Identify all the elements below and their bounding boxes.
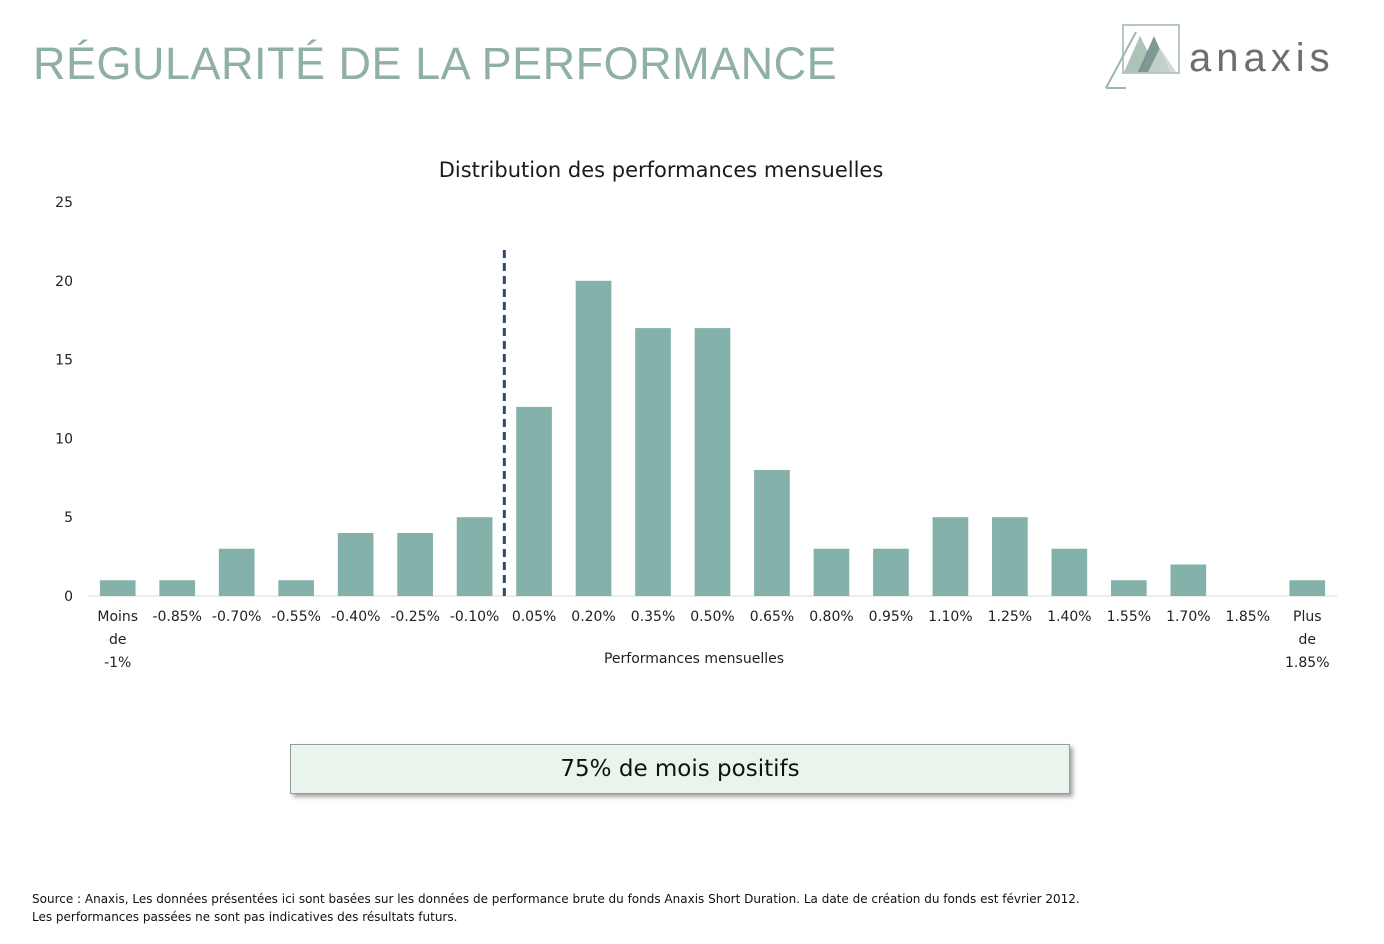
- bar: [635, 328, 671, 596]
- x-tick-label: -0.55%: [271, 609, 321, 625]
- x-tick-label: -0.10%: [450, 609, 500, 625]
- x-tick-label-line: de: [1299, 632, 1317, 648]
- footnote-source: Source : Anaxis, Les données présentées …: [32, 892, 1080, 906]
- x-tick-label: -0.40%: [331, 609, 381, 625]
- bar: [337, 532, 374, 596]
- footnote-disclaimer: Les performances passées ne sont pas ind…: [32, 910, 458, 924]
- x-tick-label: 1.10%: [928, 609, 972, 625]
- bars: [99, 280, 1326, 596]
- bar: [1289, 580, 1326, 596]
- x-tick-label: 1.70%: [1166, 609, 1210, 625]
- chart-title: Distribution des performances mensuelles: [439, 158, 884, 182]
- distribution-chart: Distribution des performances mensuelles…: [55, 158, 1337, 671]
- page-title: RÉGULARITÉ DE LA PERFORMANCE: [33, 38, 838, 89]
- x-tick-label-line: 1.85%: [1285, 655, 1329, 671]
- x-tick-label-line: -1%: [104, 655, 131, 671]
- x-tick-label: 1.40%: [1047, 609, 1091, 625]
- x-tick-label: 1.85%: [1226, 609, 1270, 625]
- bar: [516, 406, 552, 596]
- x-tick-label: -0.85%: [152, 609, 202, 625]
- y-tick-label: 25: [55, 195, 73, 211]
- x-tick-label: 0.80%: [809, 609, 853, 625]
- y-axis: 0 5 10 15 20 25: [55, 195, 73, 605]
- bar: [575, 280, 612, 596]
- x-tick-label: 0.20%: [571, 609, 615, 625]
- bar: [1051, 548, 1088, 596]
- bar: [99, 580, 136, 596]
- x-tick-label: 0.95%: [869, 609, 913, 625]
- bar: [754, 469, 790, 596]
- y-tick-label: 20: [55, 274, 73, 290]
- y-tick-label: 5: [64, 510, 73, 526]
- y-tick-label: 10: [55, 431, 73, 447]
- x-tick-label: 0.50%: [690, 609, 734, 625]
- bar: [992, 517, 1028, 596]
- x-tick-label-line: Plus: [1293, 609, 1322, 625]
- x-tick-label: 1.25%: [988, 609, 1032, 625]
- x-tick-label-line: de: [109, 632, 127, 648]
- x-axis-label: Performances mensuelles: [604, 651, 784, 667]
- anaxis-logo: anaxis: [1104, 22, 1354, 92]
- x-tick-label: 0.65%: [750, 609, 794, 625]
- bar: [218, 548, 255, 596]
- bar: [397, 532, 433, 596]
- x-tick-label: -0.70%: [212, 609, 262, 625]
- bar: [1170, 564, 1207, 596]
- x-tick-label: 0.05%: [512, 609, 556, 625]
- bar: [932, 517, 969, 596]
- x-tick-label: -0.25%: [390, 609, 440, 625]
- x-tick-label: 0.35%: [631, 609, 675, 625]
- logo-wordmark: anaxis: [1189, 36, 1335, 80]
- bar: [159, 580, 196, 596]
- bar: [694, 328, 731, 596]
- footnote: Source : Anaxis, Les données présentées …: [32, 890, 1080, 926]
- bar: [278, 580, 315, 596]
- bar: [873, 548, 909, 596]
- x-axis: Moins de -1% -0.85% -0.70% -0.55% -0.40% -0.25%…: [97, 609, 1329, 671]
- y-tick-label: 0: [64, 589, 73, 605]
- y-tick-label: 15: [55, 353, 73, 369]
- anaxis-logo-mark: [1105, 24, 1180, 89]
- x-tick-label-line: Moins: [97, 609, 138, 625]
- x-tick-label: 1.55%: [1107, 609, 1151, 625]
- bar: [1110, 580, 1147, 596]
- bar: [813, 548, 850, 596]
- positive-months-callout: 75% de mois positifs: [290, 744, 1070, 794]
- bar: [456, 517, 493, 596]
